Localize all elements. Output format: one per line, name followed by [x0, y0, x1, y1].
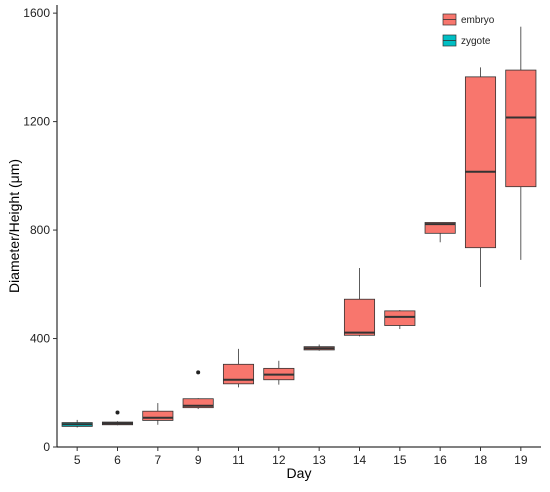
box-iqr: [142, 410, 174, 421]
y-tick-label: 1200: [23, 115, 50, 129]
y-axis-title: Diameter/Height (μm): [6, 159, 22, 293]
y-ticks: 0 400 800 1200 1600: [23, 6, 57, 454]
box-embryo-day-18: [464, 67, 497, 288]
box-iqr: [424, 222, 456, 234]
x-tick-label: 9: [195, 453, 202, 467]
box-embryo-day-9: [182, 370, 214, 410]
x-tick-label: 14: [353, 453, 367, 467]
legend-label: embryo: [461, 15, 495, 26]
box-embryo-day-6: [101, 410, 134, 426]
x-tick-label: 5: [74, 453, 81, 467]
legend: embryo zygote: [442, 13, 495, 47]
x-tick-label: 19: [514, 453, 528, 467]
x-tick-label: 12: [272, 453, 286, 467]
outlier-point: [115, 410, 120, 415]
x-tick-label: 13: [312, 453, 326, 467]
outlier-point: [196, 370, 201, 375]
box-embryo-day-7: [142, 403, 174, 425]
legend-item-embryo: embryo: [442, 13, 495, 26]
box-iqr: [384, 310, 416, 326]
box-embryo-day-15: [384, 310, 416, 330]
box-iqr: [182, 398, 214, 409]
box-iqr: [505, 69, 537, 188]
x-tick-label: 7: [154, 453, 161, 467]
box-embryo-day-19: [505, 26, 537, 260]
y-tick-label: 1600: [23, 6, 50, 20]
box-embryo-day-11: [222, 348, 255, 388]
x-tick-label: 15: [393, 453, 407, 467]
y-tick-label: 400: [30, 332, 50, 346]
box-embryo-day-16: [424, 222, 456, 243]
box-iqr: [222, 363, 255, 385]
legend-label: zygote: [461, 36, 491, 47]
axes: [56, 5, 541, 448]
x-tick-label: 11: [232, 453, 245, 467]
x-tick-label: 18: [474, 453, 488, 467]
box-embryo-day-14: [343, 268, 376, 337]
x-axis-title: Day: [287, 465, 312, 481]
y-tick-label: 0: [43, 440, 50, 454]
y-tick-label: 800: [30, 223, 50, 237]
box-embryo-day-13: [303, 344, 335, 351]
x-tick-label: 16: [433, 453, 447, 467]
box-iqr: [343, 298, 376, 336]
legend-item-zygote: zygote: [442, 34, 491, 47]
x-tick-label: 6: [114, 453, 121, 467]
box-iqr: [464, 76, 497, 249]
x-ticks: 5 6 7 9 11 12 13 14 15 16 18 19: [74, 447, 528, 467]
box-embryo-day-12: [263, 360, 295, 385]
box-zygote-day-5: [61, 419, 93, 428]
boxes: [61, 26, 537, 428]
